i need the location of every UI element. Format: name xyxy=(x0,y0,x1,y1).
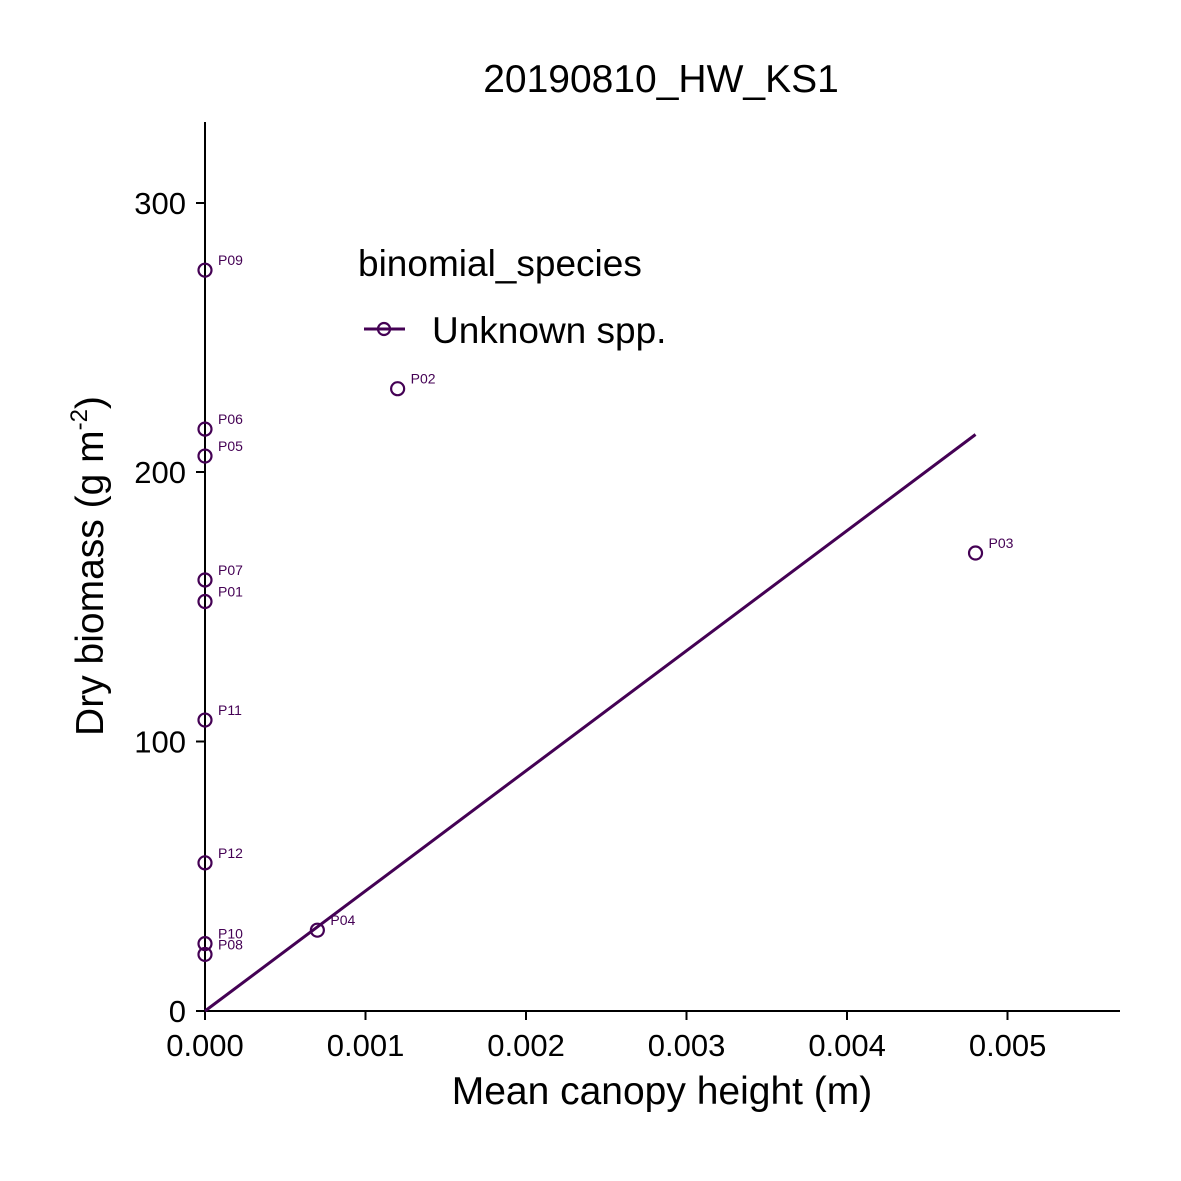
x-tick-label: 0.000 xyxy=(166,1028,244,1063)
data-point-p02 xyxy=(390,381,406,397)
data-points xyxy=(197,262,984,963)
data-point-p04 xyxy=(309,922,325,938)
x-axis-title: Mean canopy height (m) xyxy=(452,1070,873,1113)
y-axis-title-end: ) xyxy=(69,396,112,409)
data-point-p05 xyxy=(197,448,213,464)
point-label-p08: P08 xyxy=(218,936,243,952)
x-tick-label: 0.002 xyxy=(487,1028,565,1063)
point-label-p07: P07 xyxy=(218,562,243,578)
fit-lines xyxy=(204,433,977,1013)
y-tick-label: 200 xyxy=(134,455,186,490)
y-axis-title-main: Dry biomass (g m xyxy=(69,430,112,736)
y-tick-label: 300 xyxy=(134,186,186,221)
point-label-p03: P03 xyxy=(989,535,1014,551)
data-point-p07 xyxy=(197,572,213,588)
point-label-p02: P02 xyxy=(411,371,436,387)
regression-line xyxy=(204,433,977,1013)
point-label-p11: P11 xyxy=(218,702,242,718)
data-point-p09 xyxy=(197,262,213,278)
y-tick-label: 0 xyxy=(169,994,186,1029)
point-label-p05: P05 xyxy=(218,438,243,454)
data-point-p10 xyxy=(197,936,213,952)
x-tick-label: 0.001 xyxy=(327,1028,405,1063)
data-point-p08 xyxy=(197,946,213,963)
x-tick-label: 0.005 xyxy=(969,1028,1047,1063)
data-point-p03 xyxy=(967,545,984,561)
point-label-p09: P09 xyxy=(218,252,243,268)
legend-entry-unknown-spp: Unknown spp. xyxy=(432,310,666,351)
data-point-p12 xyxy=(197,855,213,871)
legend-key-point xyxy=(376,321,392,337)
x-tick-label: 0.004 xyxy=(808,1028,886,1063)
x-tick-label: 0.003 xyxy=(648,1028,726,1063)
data-point-p01 xyxy=(197,593,213,610)
axes: 0.000 0.001 0.002 0.003 0.004 0.005 0 100 200 300 xyxy=(134,122,1120,1063)
y-axis-title-superscript: -2 xyxy=(66,409,93,430)
chart-title: 20190810_HW_KS1 xyxy=(483,58,839,101)
y-axis-title: Dry biomass (g m-2) xyxy=(66,396,112,736)
point-label-p06: P06 xyxy=(218,411,243,427)
point-label-p04: P04 xyxy=(330,912,355,928)
data-point-p11 xyxy=(197,712,213,728)
data-point-p06 xyxy=(197,421,213,437)
point-label-p10: P10 xyxy=(218,926,243,942)
y-tick-label: 100 xyxy=(134,725,186,760)
legend: binomial_species Unknown spp. xyxy=(358,243,666,351)
legend-title: binomial_species xyxy=(358,243,642,284)
point-label-p01: P01 xyxy=(218,584,243,600)
point-label-p12: P12 xyxy=(218,845,243,861)
